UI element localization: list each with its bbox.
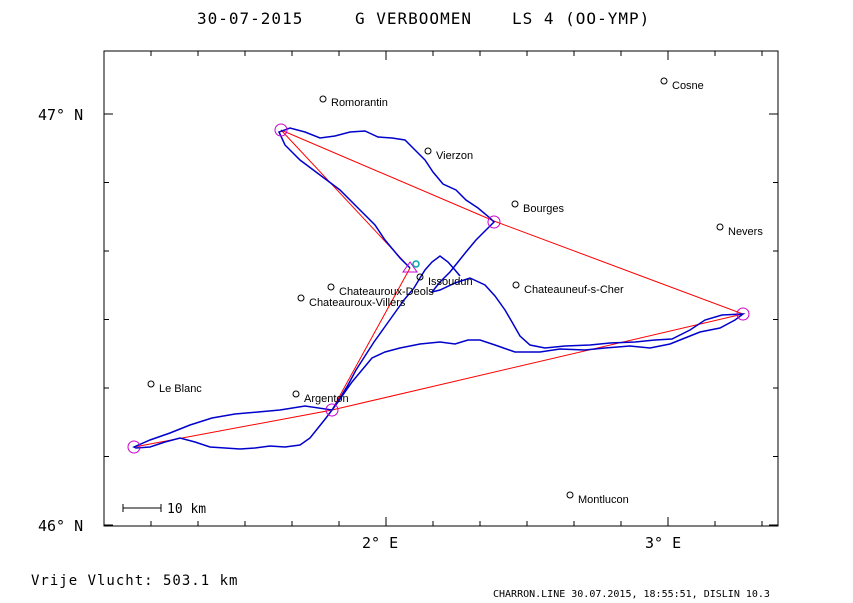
town-le-blanc: Le Blanc [147,380,202,395]
town-dot [327,283,335,291]
town-dot [147,380,155,388]
town-label: Argenton [304,393,349,405]
town-dot [292,390,300,398]
town-chateauroux-deols: Chateauroux-Deols [327,283,434,298]
turnpoint-marker [274,123,288,137]
scale-label: 10 km [167,502,206,517]
town-dot [660,77,668,85]
town-label: Le Blanc [159,383,202,395]
town-chateauneuf: Chateauneuf-s-Cher [512,281,624,296]
town-label: Issoudun [428,276,473,288]
town-label: Cosne [672,80,704,92]
town-dot [424,147,432,155]
town-romorantin: Romorantin [319,95,388,109]
town-layer: Romorantin Cosne Vierzon Bourges Nevers … [147,77,763,506]
town-label: Nevers [728,226,763,238]
scale-bar: 10 km [122,502,206,517]
town-label: Chateauneuf-s-Cher [524,284,624,296]
town-argenton: Argenton [292,390,349,405]
flight-track [132,127,746,450]
lon-label-3: 3° E [645,534,681,552]
town-dot [416,273,424,281]
town-label: Vierzon [436,150,473,162]
town-cosne: Cosne [660,77,704,92]
turnpoint-marker [487,215,501,229]
town-dot [716,223,724,231]
distance-summary: Vrije Vlucht: 503.1 km [31,573,238,589]
map-frame [103,50,779,527]
town-nevers: Nevers [716,223,763,238]
aircraft-label: LS 4 (OO-YMP) [512,9,650,28]
task-route [133,129,745,448]
flight-date: 30-07-2015 [197,9,303,28]
town-label: Montlucon [578,494,629,506]
turnpoint-marker [325,403,339,417]
town-label: Romorantin [331,97,388,109]
town-chateauroux-villers: Chateauroux-Villers [297,294,406,309]
turnpoint-markers [127,123,750,454]
finish-marker [412,260,420,268]
town-dot [566,491,574,499]
town-dot [297,294,305,302]
town-montlucon: Montlucon [566,491,629,506]
axis-ticks [103,51,778,526]
software-credit: CHARRON.LINE 30.07.2015, 18:55:51, DISLI… [493,589,770,600]
town-label: Chateauroux-Villers [309,297,406,309]
turnpoint-marker [736,307,750,321]
turnpoint-marker [127,440,141,454]
lat-label-47: 47° N [38,106,83,124]
start-marker [402,261,418,273]
town-vierzon: Vierzon [424,147,473,162]
lat-label-46: 46° N [38,517,83,535]
town-label: Chateauroux-Deols [339,286,434,298]
town-dot [319,95,327,103]
town-dot [512,281,520,289]
town-bourges: Bourges [511,200,564,215]
town-issoudun: Issoudun [416,273,473,288]
pilot-name: G VERBOOMEN [355,9,472,28]
lon-label-2: 2° E [362,534,398,552]
town-dot [511,200,519,208]
town-label: Bourges [523,203,564,215]
